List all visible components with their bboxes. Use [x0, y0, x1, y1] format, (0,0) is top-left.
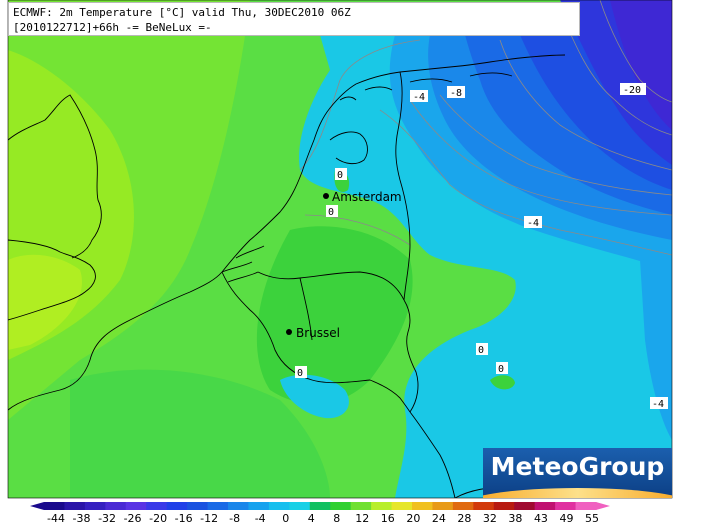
colorbar-tick-label: 12 [355, 512, 370, 525]
colorbar-tick-label: -26 [123, 512, 142, 525]
isotherm-label: 0 [496, 362, 508, 375]
colorbar-tick-label: 24 [431, 512, 446, 525]
colorbar [30, 502, 610, 510]
logo-text: MeteoGroup [490, 452, 665, 481]
meteogroup-logo: MeteoGroup [483, 448, 672, 498]
colorbar-swatch [146, 502, 168, 510]
temperature-field [8, 0, 672, 498]
isotherm-label: 0 [326, 205, 338, 218]
colorbar-swatch [391, 502, 413, 510]
colorbar-tick-label: -38 [72, 512, 91, 525]
colorbar-swatch [371, 502, 393, 510]
colorbar-tick-label: 32 [482, 512, 497, 525]
svg-text:0: 0 [337, 170, 343, 181]
header-subtitle: [2010122712]+66h -= BeNeLux =- [13, 21, 212, 34]
colorbar-swatch [555, 502, 577, 510]
city-brussel: Brussel [286, 326, 340, 340]
svg-text:0: 0 [328, 207, 334, 218]
colorbar-tick-label: 49 [559, 512, 574, 525]
logo-swoosh [483, 488, 672, 498]
svg-text:-8: -8 [450, 88, 462, 99]
svg-text:0: 0 [478, 345, 484, 356]
colorbar-swatch [289, 502, 311, 510]
svg-text:0: 0 [297, 368, 303, 379]
colorbar-tick-label: 38 [508, 512, 523, 525]
colorbar-swatch [44, 502, 65, 510]
colorbar-swatch [330, 502, 352, 510]
city-amsterdam: Amsterdam [323, 190, 402, 204]
colorbar-arrow-low [30, 502, 44, 510]
colorbar-swatch [575, 502, 597, 510]
colorbar-tick-label: -20 [149, 512, 168, 525]
map-frame [7, 0, 673, 499]
colorbar-tick-label: -16 [174, 512, 193, 525]
header-title: ECMWF: 2m Temperature [°C] valid Thu, 30… [13, 6, 351, 19]
isotherm-label: 0 [476, 343, 488, 356]
svg-text:0: 0 [498, 364, 504, 375]
city-dot [286, 329, 292, 335]
city-label: Brussel [296, 326, 340, 340]
colorbar-swatch [534, 502, 556, 510]
colorbar-tick-label: -32 [98, 512, 117, 525]
isotherm-labels: -4 -8 -20 0 0 -4 0 0 0 -4 [295, 83, 668, 410]
colorbar-swatch [514, 502, 536, 510]
colorbar-swatch [350, 502, 372, 510]
colorbar-swatch [228, 502, 249, 510]
colorbar-tick-label: 8 [333, 512, 341, 525]
svg-text:-4: -4 [652, 399, 664, 410]
colorbar-swatch [207, 502, 229, 510]
colorbar-swatch [432, 502, 454, 510]
colorbar-swatch [166, 502, 188, 510]
colorbar-swatch [125, 502, 147, 510]
colorbar-tick-label: 4 [307, 512, 315, 525]
colorbar-swatch [309, 502, 331, 510]
colorbar-tick-label: 28 [457, 512, 472, 525]
colorbar-swatch [248, 502, 270, 510]
colorbar-tick-label: -4 [254, 512, 266, 525]
coastlines-borders [8, 54, 566, 498]
svg-text:-20: -20 [623, 85, 641, 96]
isotherm-label: -20 [620, 83, 646, 96]
colorbar-tick-label: 55 [585, 512, 599, 525]
city-dot [323, 193, 329, 199]
colorbar-tick-label: 0 [282, 512, 290, 525]
colorbar-arrow-high [596, 502, 610, 510]
colorbar-swatch [268, 502, 290, 510]
colorbar-swatch [84, 502, 106, 510]
map-header: ECMWF: 2m Temperature [°C] valid Thu, 30… [8, 2, 580, 36]
colorbar-tick-label: -44 [47, 512, 65, 525]
city-label: Amsterdam [332, 190, 402, 204]
colorbar-swatch [412, 502, 433, 510]
isotherm-label: 0 [295, 366, 307, 379]
isotherm-label: -4 [524, 216, 542, 229]
isotherm-label: 0 [335, 168, 347, 181]
colorbar-tick-label: 43 [533, 512, 548, 525]
colorbar-tick-label: 16 [380, 512, 395, 525]
colorbar-swatch [64, 502, 86, 510]
colorbar-swatch [105, 502, 127, 510]
isotherms [299, 0, 672, 256]
colorbar-swatch [473, 502, 495, 510]
svg-text:-4: -4 [413, 92, 425, 103]
isotherm-label: -8 [447, 86, 465, 99]
svg-text:-4: -4 [527, 218, 539, 229]
colorbar-tick-label: -8 [229, 512, 241, 525]
colorbar-tick-label: -12 [200, 512, 219, 525]
colorbar-swatch [187, 502, 209, 510]
isotherm-label: -4 [650, 397, 668, 410]
isotherm-label: -4 [410, 90, 428, 103]
colorbar-swatch [452, 502, 474, 510]
colorbar-tick-label: 20 [406, 512, 421, 525]
colorbar-swatch [493, 502, 515, 510]
